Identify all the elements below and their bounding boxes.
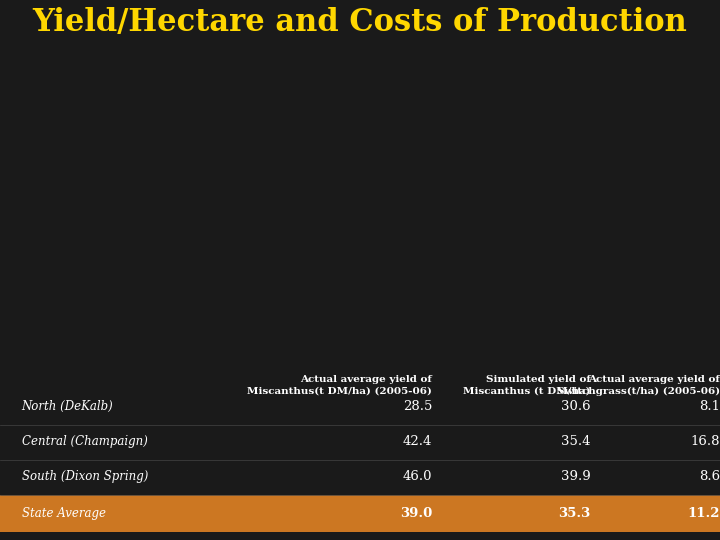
Text: North (DeKalb): North (DeKalb): [22, 400, 113, 413]
Text: Simulated yield of
Miscanthus (t DM/ha): Simulated yield of Miscanthus (t DM/ha): [463, 375, 590, 396]
Text: 28.5: 28.5: [402, 400, 432, 413]
Text: Yield/Hectare and Costs of Production: Yield/Hectare and Costs of Production: [32, 8, 688, 38]
Text: 16.8: 16.8: [690, 435, 720, 448]
Text: 11.2: 11.2: [688, 507, 720, 520]
Text: Actual average yield of
Switchgrass(t/ha) (2005-06): Actual average yield of Switchgrass(t/ha…: [557, 375, 720, 396]
Text: 8.6: 8.6: [699, 470, 720, 483]
Text: 8.1: 8.1: [699, 400, 720, 413]
Text: 30.6: 30.6: [561, 400, 590, 413]
Text: 42.4: 42.4: [402, 435, 432, 448]
Text: Central (Champaign): Central (Champaign): [22, 435, 148, 448]
Text: 35.3: 35.3: [558, 507, 590, 520]
Text: 46.0: 46.0: [402, 470, 432, 483]
Bar: [0, 495, 720, 532]
Text: South (Dixon Spring): South (Dixon Spring): [22, 470, 148, 483]
Text: 35.4: 35.4: [561, 435, 590, 448]
Text: Actual average yield of
Miscanthus(t DM/ha) (2005-06): Actual average yield of Miscanthus(t DM/…: [247, 375, 432, 396]
Text: State Average: State Average: [22, 507, 106, 520]
Text: 39.9: 39.9: [561, 470, 590, 483]
Text: 39.0: 39.0: [400, 507, 432, 520]
